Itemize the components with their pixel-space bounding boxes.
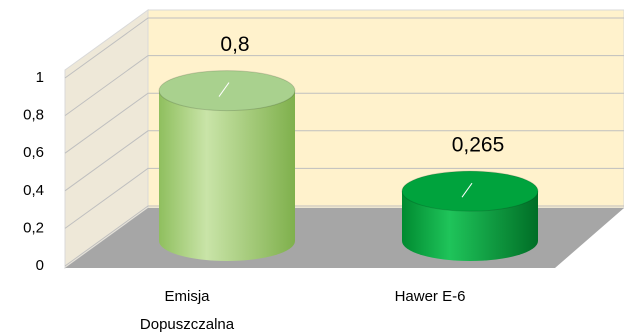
grid-line bbox=[64, 167, 624, 229]
cylinder-top bbox=[158, 70, 296, 112]
leader bbox=[461, 182, 473, 198]
y-tick-label: 0,2 bbox=[23, 219, 44, 236]
x-tick-label: Emisja Dopuszczalna bbox=[139, 288, 235, 333]
grid-line bbox=[64, 130, 624, 192]
cylinder bbox=[158, 70, 296, 261]
y-tick-label: 0,6 bbox=[23, 144, 44, 161]
y-tick-label: 1 bbox=[36, 69, 44, 86]
y-tick-label: 0 bbox=[36, 257, 44, 274]
leader bbox=[218, 82, 230, 97]
x-tick-label: Hawer E-6 bbox=[394, 288, 466, 305]
cylinder-body bbox=[402, 191, 538, 261]
grid-line bbox=[64, 17, 624, 79]
value-label: 0,8 bbox=[220, 33, 249, 56]
grid-line bbox=[64, 55, 624, 117]
cylinder-body bbox=[159, 90, 295, 261]
grid-line bbox=[64, 92, 624, 154]
y-tick-label: 0,4 bbox=[23, 182, 44, 199]
value-label: 0,265 bbox=[452, 134, 505, 157]
y-tick-label: 0,8 bbox=[23, 107, 44, 124]
floor bbox=[65, 208, 624, 268]
cylinder-top bbox=[401, 170, 539, 212]
cylinder bbox=[401, 170, 539, 261]
